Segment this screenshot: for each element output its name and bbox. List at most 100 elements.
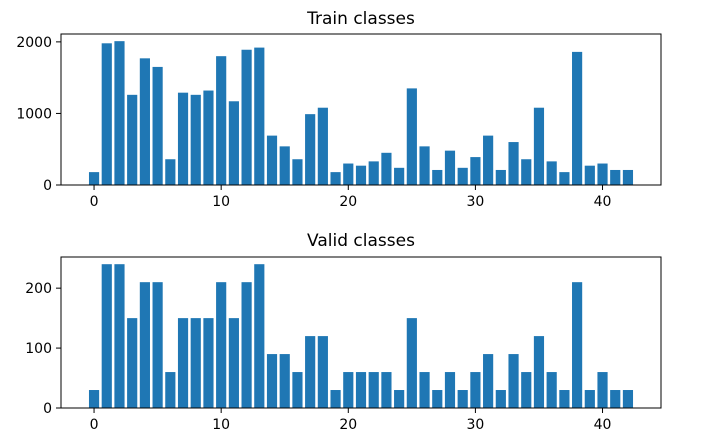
train-bar-class-28	[444, 150, 456, 185]
valid-x-tick-label: 10	[212, 417, 230, 433]
valid-bar-class-18	[317, 336, 328, 408]
train-bar-class-34	[521, 159, 532, 185]
valid-bar-class-26	[419, 372, 430, 408]
valid-bar-class-22	[368, 372, 379, 408]
valid-bar-class-10	[216, 282, 227, 408]
valid-bar-class-32	[495, 390, 506, 408]
train-bar-class-11	[228, 101, 239, 185]
train-bar-class-2	[114, 41, 125, 185]
train-chart-title: Train classes	[306, 9, 415, 29]
valid-bar-class-27	[432, 390, 443, 408]
train-y-tick-label: 2000	[16, 35, 52, 51]
train-bar-class-40	[597, 163, 608, 185]
valid-bar-class-7	[177, 318, 189, 408]
valid-y-tick-label: 0	[43, 401, 52, 417]
valid-bar-class-40	[597, 372, 608, 408]
train-bar-class-7	[177, 92, 189, 185]
valid-bar-class-35	[533, 336, 545, 408]
train-bar-class-21	[355, 165, 367, 185]
train-bar-class-19	[330, 172, 341, 185]
valid-bar-class-0	[88, 390, 100, 408]
train-x-tick-label: 10	[212, 194, 230, 210]
train-bar-class-13	[254, 47, 265, 185]
train-bar-class-18	[317, 107, 328, 185]
train-bar-class-25	[406, 88, 417, 185]
train-y-tick-label: 0	[43, 178, 52, 194]
valid-bar-class-21	[355, 372, 367, 408]
train-bar-class-20	[343, 163, 354, 185]
train-bar-class-4	[139, 58, 150, 185]
valid-y-tick-label: 100	[25, 341, 52, 357]
valid-bar-class-31	[483, 354, 494, 408]
train-x-ticks: 0 10 20 30 40	[90, 185, 612, 210]
valid-x-tick-label: 20	[339, 417, 357, 433]
train-classes-chart: Train classes 0 10 20 30 40 0 1000 2000	[16, 9, 662, 210]
valid-y-tick-label: 200	[25, 281, 52, 297]
train-x-tick-label: 40	[594, 194, 612, 210]
train-bar-class-38	[572, 51, 583, 185]
valid-bar-class-11	[228, 318, 239, 408]
train-bar-class-16	[292, 159, 303, 185]
train-bar-class-1	[101, 43, 112, 185]
train-bar-class-39	[584, 165, 595, 185]
valid-bar-class-41	[610, 390, 621, 408]
train-bar-class-30	[470, 157, 481, 185]
train-bar-class-22	[368, 161, 379, 185]
valid-bar-class-17	[305, 336, 316, 408]
valid-bar-class-37	[559, 390, 570, 408]
valid-bar-class-19	[330, 390, 341, 408]
valid-axes-frame	[60, 256, 662, 409]
train-bar-class-8	[190, 94, 201, 185]
train-bar-class-37	[559, 172, 570, 185]
valid-bar-class-30	[470, 372, 481, 408]
train-y-tick-label: 1000	[16, 106, 52, 122]
valid-bar-class-1	[101, 264, 112, 408]
valid-chart-title: Valid classes	[307, 231, 415, 251]
train-bar-class-12	[241, 49, 252, 185]
train-bars-group	[88, 41, 634, 186]
train-bar-class-10	[216, 56, 227, 186]
valid-bars-group	[88, 264, 634, 408]
train-x-tick-label: 20	[339, 194, 357, 210]
valid-bar-class-25	[406, 318, 417, 408]
train-bar-class-6	[165, 159, 176, 185]
valid-y-ticks: 0 100 200	[25, 281, 61, 417]
valid-bar-class-20	[343, 372, 354, 408]
valid-bar-class-6	[165, 372, 176, 408]
train-bar-class-32	[495, 169, 506, 185]
valid-bar-class-28	[444, 372, 456, 408]
valid-bar-class-42	[622, 390, 634, 408]
valid-x-tick-label: 0	[90, 417, 99, 433]
train-bar-class-42	[622, 169, 634, 185]
train-bar-class-33	[508, 142, 519, 185]
train-x-tick-label: 0	[90, 194, 99, 210]
train-bar-class-5	[152, 66, 163, 185]
train-bar-class-0	[88, 172, 100, 185]
valid-bar-class-33	[508, 354, 519, 408]
valid-bar-class-12	[241, 282, 252, 408]
valid-x-tick-label: 30	[466, 417, 484, 433]
valid-bar-class-16	[292, 372, 303, 408]
train-bar-class-41	[610, 169, 621, 185]
valid-x-tick-label: 40	[594, 417, 612, 433]
train-bar-class-35	[533, 107, 545, 185]
valid-bar-class-34	[521, 372, 532, 408]
valid-bar-class-39	[584, 390, 595, 408]
valid-bar-class-8	[190, 318, 201, 408]
train-bar-class-29	[457, 167, 468, 185]
valid-bar-class-5	[152, 282, 163, 408]
valid-x-ticks: 0 10 20 30 40	[90, 408, 612, 433]
train-x-tick-label: 30	[466, 194, 484, 210]
train-bar-class-23	[381, 152, 392, 185]
train-y-ticks: 0 1000 2000	[16, 35, 61, 194]
valid-bar-class-4	[139, 282, 150, 408]
train-bar-class-14	[266, 135, 278, 185]
train-bar-class-31	[483, 135, 494, 185]
valid-bar-class-38	[572, 282, 583, 408]
train-bar-class-27	[432, 169, 443, 185]
valid-bar-class-29	[457, 390, 468, 408]
train-bar-class-24	[394, 167, 405, 185]
valid-bar-class-24	[394, 390, 405, 408]
train-bar-class-17	[305, 114, 316, 185]
